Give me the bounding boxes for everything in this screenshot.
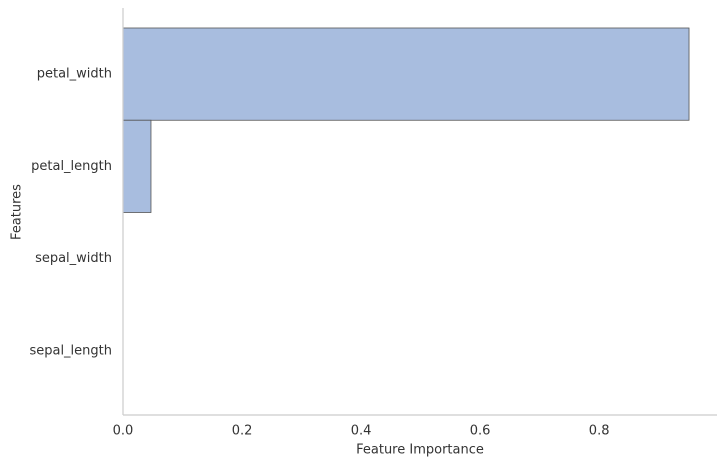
x-tick-label: 0.8	[589, 424, 610, 439]
bar	[122, 119, 152, 213]
bar	[122, 27, 690, 121]
y-axis-label: Features	[10, 184, 25, 240]
y-tick-label: petal_width	[37, 67, 112, 82]
x-axis-label: Feature Importance	[356, 443, 484, 458]
x-tick-label: 0.6	[470, 424, 491, 439]
y-tick-label: sepal_width	[35, 251, 112, 266]
x-tick-label: 0.0	[113, 424, 134, 439]
x-tick-label: 0.2	[232, 424, 253, 439]
x-tick-label: 0.4	[351, 424, 372, 439]
y-tick-label: sepal_length	[29, 343, 112, 358]
y-tick-label: petal_length	[31, 159, 112, 174]
